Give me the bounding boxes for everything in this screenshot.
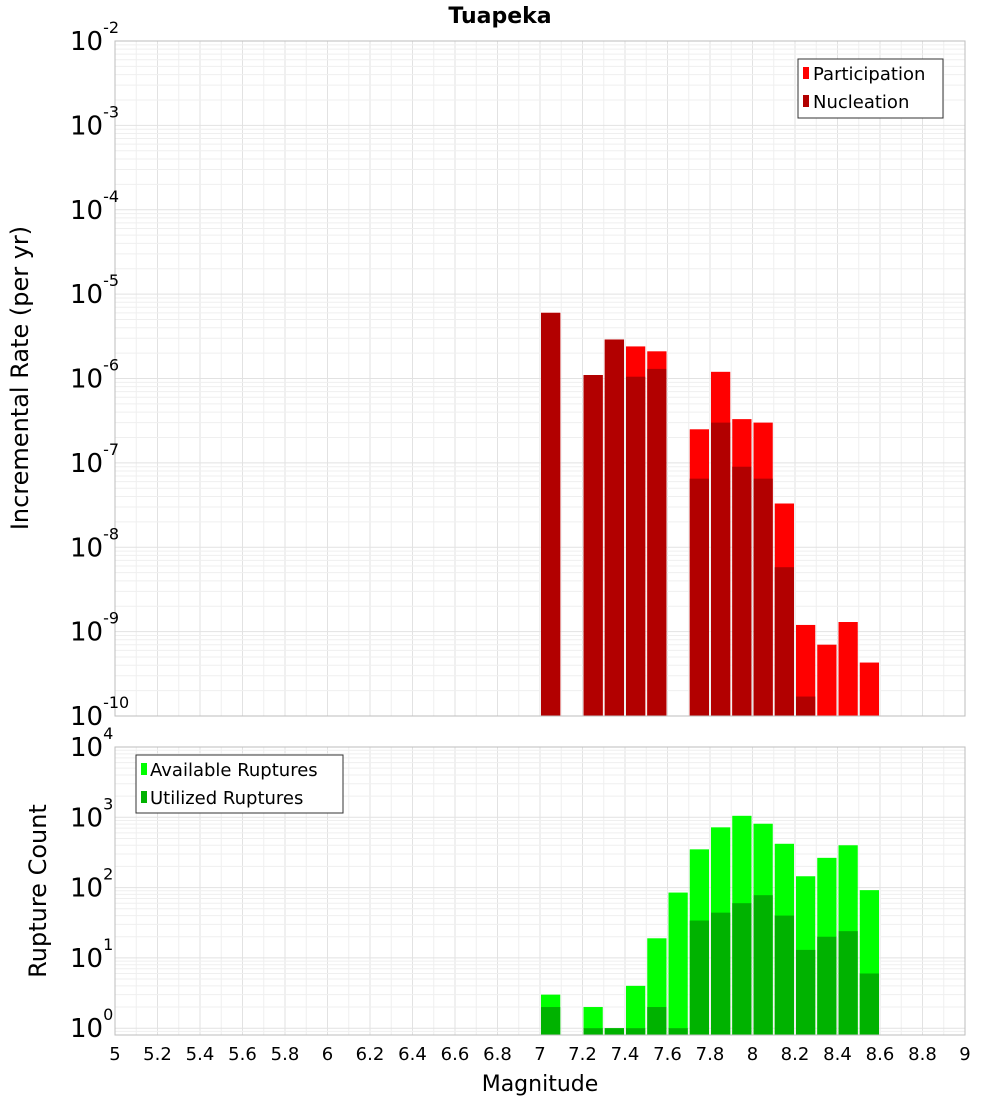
- rate-y-tick-label: 10-8: [70, 524, 119, 563]
- magnitude-x-tick-label: 5.4: [186, 1044, 215, 1065]
- nucleation-legend-label: Nucleation: [813, 92, 909, 113]
- magnitude-x-tick-label: 7.6: [653, 1044, 682, 1065]
- magnitude-x-tick-label: 7.4: [611, 1044, 640, 1065]
- count-y-tick-label: 103: [70, 794, 113, 833]
- rate-grid: [114, 40, 966, 717]
- count-y-tick-label: 100: [70, 1005, 113, 1044]
- magnitude-x-tick-label: 5: [109, 1044, 120, 1065]
- magnitude-x-tick-label: 7.2: [568, 1044, 597, 1065]
- rate-legend: Participation Nucleation: [797, 58, 944, 119]
- count-bars: [541, 815, 879, 1035]
- nucleation-bar: [689, 478, 709, 716]
- utilized-ruptures-bar: [732, 903, 752, 1035]
- utilized-ruptures-bar: [838, 931, 858, 1035]
- magnitude-x-ticks: 5 5.2 5.4 5.6 5.8 6 6.2 6.4 6.6 6.8 7 7.2 7.4 7.6 7.8 8…: [109, 1044, 970, 1065]
- rate-y-axis-label: Incremental Rate (per yr): [6, 226, 34, 530]
- available-legend-label: Available Ruptures: [150, 760, 318, 781]
- count-plot-frame: [114, 746, 966, 1036]
- available-ruptures-bar: [583, 1007, 603, 1035]
- nucleation-bar: [774, 567, 794, 716]
- count-y-tick-label: 102: [70, 865, 113, 904]
- utilized-ruptures-bar: [711, 912, 731, 1035]
- participation-bar: [838, 622, 858, 716]
- nucleation-bar: [626, 376, 646, 716]
- utilized-ruptures-bar: [583, 1028, 603, 1035]
- rate-y-tick-label: 10-9: [70, 609, 119, 648]
- nucleation-bar: [583, 375, 603, 716]
- magnitude-x-tick-label: 8: [747, 1044, 758, 1065]
- utilized-ruptures-bar: [753, 895, 773, 1035]
- utilized-ruptures-bar: [668, 1028, 688, 1035]
- participation-bar: [817, 644, 837, 716]
- magnitude-x-axis-label: Magnitude: [482, 1072, 599, 1097]
- utilized-ruptures-bar: [817, 936, 837, 1035]
- count-y-tick-label: 104: [70, 724, 113, 763]
- count-y-ticks: 100 101 102 103 104: [70, 724, 113, 1044]
- rate-y-tick-label: 10-7: [70, 440, 119, 479]
- magnitude-x-tick-label: 6.8: [483, 1044, 512, 1065]
- rate-y-tick-label: 10-6: [70, 356, 119, 395]
- magnitude-x-tick-label: 8.6: [866, 1044, 895, 1065]
- magnitude-x-tick-label: 5.8: [271, 1044, 300, 1065]
- magnitude-x-tick-label: 8.8: [908, 1044, 937, 1065]
- rate-y-ticks: 10-10 10-9 10-8 10-7 10-6 10-5 10-4 10-3 10-2: [70, 18, 129, 732]
- magnitude-x-tick-label: 8.4: [823, 1044, 852, 1065]
- nucleation-bar: [732, 466, 752, 716]
- magnitude-x-tick-label: 8.2: [781, 1044, 810, 1065]
- magnitude-x-tick-label: 5.6: [228, 1044, 257, 1065]
- rate-y-tick-label: 10-10: [70, 693, 129, 732]
- magnitude-x-tick-label: 6.4: [398, 1044, 427, 1065]
- magnitude-x-tick-label: 6.2: [356, 1044, 385, 1065]
- magnitude-x-tick-label: 7.8: [696, 1044, 725, 1065]
- nucleation-bar: [753, 478, 773, 716]
- available-ruptures-bar: [668, 892, 688, 1035]
- participation-legend-label: Participation: [813, 64, 925, 85]
- rate-y-tick-label: 10-4: [70, 187, 119, 226]
- rate-bars: [541, 312, 879, 716]
- nucleation-bar: [604, 339, 624, 716]
- nucleation-bar: [796, 696, 816, 716]
- magnitude-x-tick-label: 6: [322, 1044, 333, 1065]
- count-legend: Available Ruptures Utilized Ruptures: [135, 754, 344, 814]
- utilized-ruptures-bar: [626, 1028, 646, 1035]
- nucleation-bar: [541, 312, 561, 716]
- participation-bar: [859, 662, 879, 716]
- rate-plot-frame: [114, 40, 966, 717]
- count-y-axis-label: Rupture Count: [24, 804, 52, 978]
- utilized-ruptures-bar: [774, 915, 794, 1035]
- count-y-tick-label: 101: [70, 935, 113, 974]
- count-panel: 100 101 102 103 104 5 5.2 5.4 5.6 5.8 6 6.2 6.4 6.6 6…: [24, 724, 971, 1097]
- utilized-legend-swatch: [141, 791, 147, 803]
- participation-legend-swatch: [803, 67, 809, 79]
- nucleation-legend-swatch: [803, 95, 809, 107]
- utilized-ruptures-bar: [541, 1007, 561, 1035]
- utilized-ruptures-bar: [859, 973, 879, 1035]
- magnitude-x-tick-label: 6.6: [441, 1044, 470, 1065]
- available-ruptures-bar: [626, 985, 646, 1035]
- count-legend-box: [135, 754, 344, 814]
- rate-y-tick-label: 10-3: [70, 102, 119, 141]
- magnitude-x-tick-label: 5.2: [143, 1044, 172, 1065]
- participation-bar: [796, 624, 816, 716]
- rate-panel: 10-10 10-9 10-8 10-7 10-6 10-5 10-4 10-3 10-2 In…: [6, 18, 966, 732]
- utilized-ruptures-bar: [647, 1007, 667, 1035]
- chart-title: Tuapeka: [448, 4, 551, 29]
- nucleation-bar: [711, 422, 731, 716]
- utilized-ruptures-bar: [689, 920, 709, 1035]
- utilized-ruptures-bar: [796, 949, 816, 1035]
- magnitude-x-tick-label: 7: [534, 1044, 545, 1065]
- rate-y-tick-label: 10-2: [70, 18, 119, 57]
- utilized-legend-label: Utilized Ruptures: [150, 788, 303, 809]
- nucleation-bar: [647, 368, 667, 716]
- magnitude-x-tick-label: 9: [959, 1044, 970, 1065]
- rate-legend-box: [797, 58, 944, 119]
- rate-y-tick-label: 10-5: [70, 271, 119, 310]
- available-legend-swatch: [141, 763, 147, 775]
- utilized-ruptures-bar: [604, 1028, 624, 1035]
